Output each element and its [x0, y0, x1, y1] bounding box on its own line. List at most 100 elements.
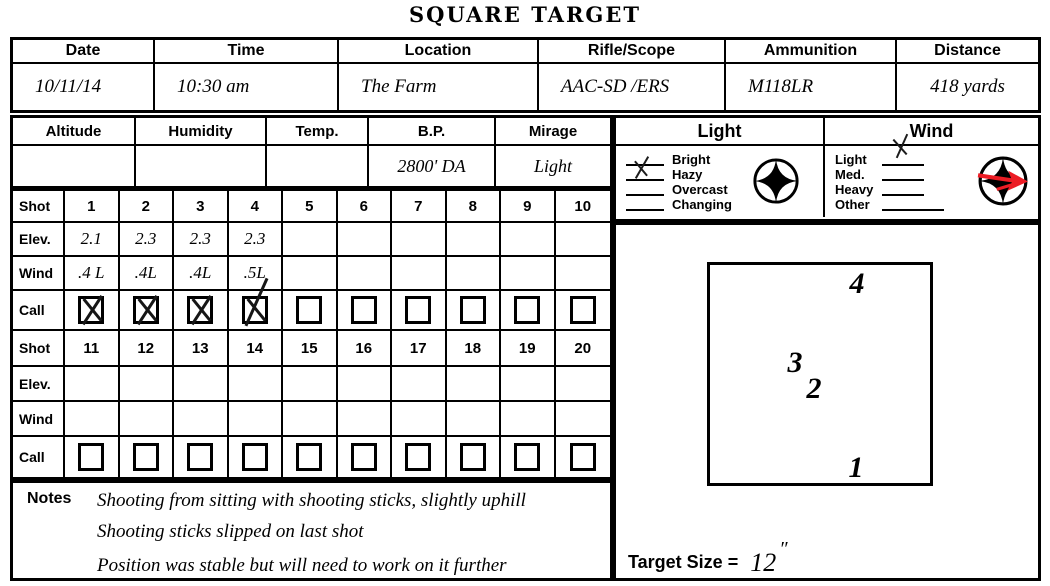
wind-med-check-line[interactable] — [882, 169, 924, 181]
ammunition-field[interactable]: M118LR — [726, 64, 897, 110]
wind-value-cell[interactable]: .4 L — [65, 257, 120, 289]
call-checkbox[interactable] — [569, 296, 596, 324]
shot-number-cell: 5 — [283, 191, 338, 221]
elev-value-cell[interactable] — [120, 367, 174, 400]
elev-value-cell[interactable]: 2.3 — [174, 223, 229, 255]
call-checkbox[interactable] — [350, 296, 377, 324]
call-checkbox[interactable] — [241, 296, 268, 324]
elev-value-cell[interactable] — [392, 223, 447, 255]
shot-number-row-2: Shot 11 12 13 14 15 16 17 18 19 20 — [13, 331, 610, 367]
call-checkbox[interactable] — [459, 296, 486, 324]
call-checkbox[interactable] — [78, 443, 105, 471]
wind-other-check-line[interactable] — [882, 199, 944, 211]
info-value-row: 10/11/14 10:30 am The Farm AAC-SD /ERS M… — [13, 64, 1038, 110]
call-checkbox[interactable] — [296, 296, 323, 324]
wind-value-cell[interactable] — [283, 402, 338, 435]
target-square[interactable] — [707, 262, 933, 486]
bp-field[interactable]: 2800' DA — [369, 146, 496, 186]
target-panel: 4 3 2 1 Target Size = 12 ″ — [613, 222, 1041, 581]
wind-value-cell[interactable] — [556, 402, 611, 435]
wind-value-cell[interactable]: .4L — [120, 257, 174, 289]
wind-option-light: Light — [835, 151, 944, 166]
row-label-wind: Wind — [13, 257, 65, 289]
rifle-scope-header: Rifle/Scope — [539, 40, 726, 62]
call-checkbox[interactable] — [459, 443, 486, 471]
rifle-scope-field[interactable]: AAC-SD /ERS — [539, 64, 726, 110]
elev-value-cell[interactable] — [501, 367, 556, 400]
info-table: Date Time Location Rifle/Scope Ammunitio… — [10, 37, 1041, 113]
wind-header: Wind — [909, 120, 954, 141]
wind-value-cell[interactable] — [338, 257, 392, 289]
date-field[interactable]: 10/11/14 — [13, 64, 155, 110]
call-checkbox[interactable] — [187, 296, 214, 324]
row-label-shot: Shot — [13, 191, 65, 221]
wind-option-heavy: Heavy — [835, 181, 944, 196]
elev-value-cell[interactable] — [501, 223, 556, 255]
humidity-header: Humidity — [136, 118, 267, 144]
call-checkbox[interactable] — [296, 443, 323, 471]
page-title: SQUARE TARGET — [409, 2, 641, 27]
elev-value-cell[interactable] — [229, 367, 283, 400]
call-checkbox[interactable] — [405, 296, 432, 324]
wind-value-cell[interactable] — [556, 257, 611, 289]
wind-value-cell[interactable] — [283, 257, 338, 289]
temp-field[interactable] — [267, 146, 369, 186]
wind-value-cell[interactable] — [501, 257, 556, 289]
wind-value-cell[interactable] — [447, 402, 501, 435]
elev-value-cell[interactable] — [447, 223, 501, 255]
elev-value-cell[interactable]: 2.1 — [65, 223, 120, 255]
wind-value-cell[interactable] — [447, 257, 501, 289]
wind-value-cell[interactable] — [392, 257, 447, 289]
elev-value-cell[interactable] — [556, 367, 611, 400]
wind-value-cell[interactable] — [229, 402, 283, 435]
elev-value-cell[interactable]: 2.3 — [120, 223, 174, 255]
wind-value-cell[interactable] — [392, 402, 447, 435]
light-wind-header-row: Light Wind — [616, 118, 1038, 146]
wind-value-cell[interactable] — [174, 402, 229, 435]
wind-value-cell[interactable]: .4L — [174, 257, 229, 289]
wind-value-cell[interactable] — [65, 402, 120, 435]
overcast-check-line[interactable] — [626, 184, 664, 196]
call-checkbox[interactable] — [569, 443, 596, 471]
hazy-check-line[interactable] — [626, 169, 664, 181]
wind-value-cell[interactable] — [338, 402, 392, 435]
call-checkbox[interactable] — [405, 443, 432, 471]
call-checkbox[interactable] — [132, 296, 159, 324]
distance-field[interactable]: 418 yards — [930, 76, 1005, 97]
wind-value-cell[interactable] — [501, 402, 556, 435]
elev-value-cell[interactable] — [283, 223, 338, 255]
call-checkbox[interactable] — [78, 296, 105, 324]
ammunition-header: Ammunition — [726, 40, 897, 62]
elev-value-cell[interactable] — [392, 367, 447, 400]
call-checkbox[interactable] — [132, 443, 159, 471]
time-field[interactable]: 10:30 am — [155, 64, 339, 110]
altitude-field[interactable] — [13, 146, 136, 186]
wind-value-cell[interactable]: .5L — [229, 257, 283, 289]
shot-number-cell: 7 — [392, 191, 447, 221]
row-label-call: Call — [13, 291, 65, 329]
mirage-field[interactable]: Light — [533, 155, 572, 176]
elev-value-cell[interactable] — [174, 367, 229, 400]
shot-number-cell: 4 — [229, 191, 283, 221]
wind-light-check-line[interactable] — [882, 154, 924, 166]
elev-value-cell[interactable] — [556, 223, 611, 255]
humidity-field[interactable] — [136, 146, 267, 186]
elev-value-cell[interactable] — [338, 367, 392, 400]
call-checkbox[interactable] — [514, 296, 541, 324]
elev-value-cell[interactable] — [283, 367, 338, 400]
call-checkbox[interactable] — [350, 443, 377, 471]
elev-value-cell[interactable]: 2.3 — [229, 223, 283, 255]
location-field[interactable]: The Farm — [339, 64, 539, 110]
elev-value-cell[interactable] — [447, 367, 501, 400]
target-size-field[interactable]: 12 — [750, 548, 777, 577]
call-checkbox[interactable] — [514, 443, 541, 471]
elev-value-cell[interactable] — [65, 367, 120, 400]
call-checkbox[interactable] — [187, 443, 214, 471]
elev-value-cell[interactable] — [338, 223, 392, 255]
bright-check-line[interactable] — [626, 154, 664, 166]
notes-text[interactable]: Shooting from sitting with shooting stic… — [97, 486, 526, 576]
wind-heavy-check-line[interactable] — [882, 184, 924, 196]
wind-value-cell[interactable] — [120, 402, 174, 435]
call-checkbox[interactable] — [241, 443, 268, 471]
changing-check-line[interactable] — [626, 199, 664, 211]
